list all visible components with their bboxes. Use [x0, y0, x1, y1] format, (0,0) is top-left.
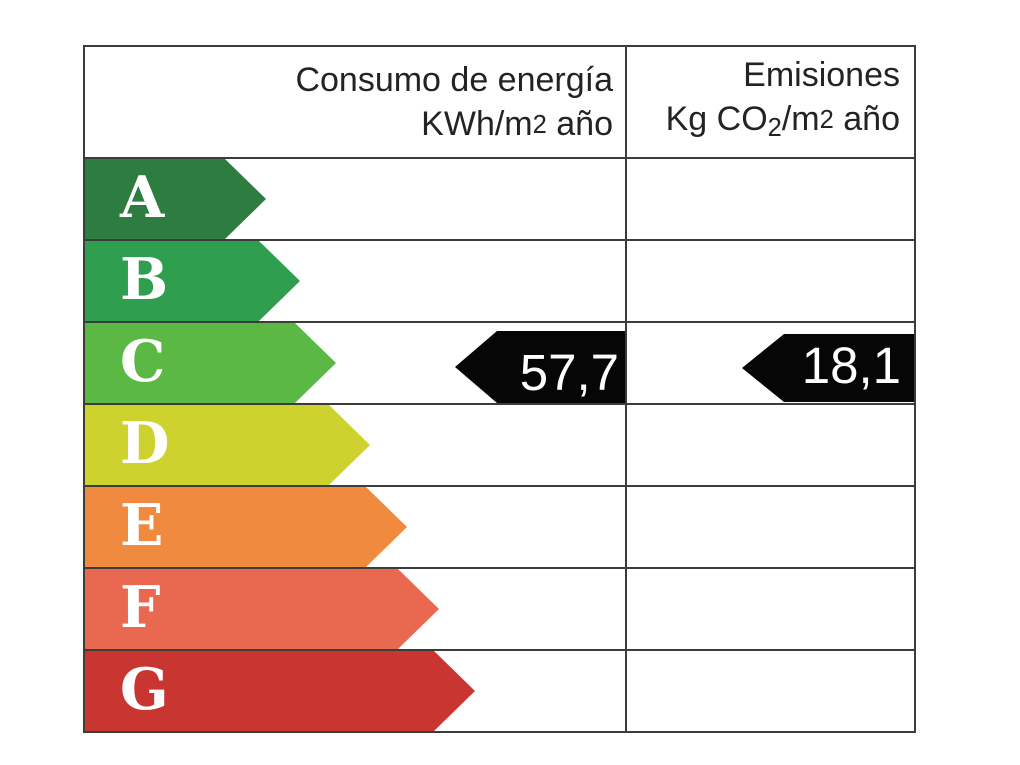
rating-row-a-emissions-cell — [627, 159, 914, 239]
rating-row-d-consumption-cell: D — [85, 405, 627, 485]
rating-arrow-a: A — [85, 159, 266, 239]
emissions-units-prefix: Kg CO — [665, 100, 768, 139]
rating-row-f-consumption-cell: F — [85, 569, 627, 649]
emissions-units-exponent: 2 — [819, 106, 834, 135]
rating-row-c: C 57,7 18,1 — [85, 321, 914, 403]
table-header: Consumo de energía KWh/m2 año Emisiones … — [85, 47, 914, 157]
consumption-header-title-text: Consumo de energía — [295, 60, 613, 99]
rating-letter-a: A — [120, 163, 165, 231]
consumption-value: 57,7 — [519, 343, 619, 401]
rating-row-f-emissions-cell — [627, 569, 914, 649]
rating-row-g: G — [85, 649, 914, 731]
rating-arrow-b: B — [85, 241, 300, 321]
emissions-header-cell: Emisiones Kg CO2/m2 año — [627, 47, 914, 157]
rating-letter-d: D — [120, 409, 170, 477]
rating-arrow-c: C — [85, 323, 336, 403]
rating-row-f: F — [85, 567, 914, 649]
consumption-units-exponent: 2 — [532, 110, 547, 139]
rating-row-e-emissions-cell — [627, 487, 914, 567]
consumption-header-units: KWh/m2 año — [85, 102, 613, 147]
rating-row-a: A — [85, 157, 914, 239]
rating-row-e: E — [85, 485, 914, 567]
rating-row-a-consumption-cell: A — [85, 159, 627, 239]
rating-row-g-consumption-cell: G — [85, 651, 627, 731]
rating-arrow-f: F — [85, 569, 439, 649]
consumption-units-prefix: KWh/m — [421, 104, 533, 143]
rating-row-b: B — [85, 239, 914, 321]
rating-row-b-consumption-cell: B — [85, 241, 627, 321]
emissions-value: 18,1 — [801, 336, 901, 394]
emissions-units-subscript: 2 — [767, 114, 782, 143]
rating-letter-b: B — [120, 245, 169, 313]
rating-row-d-emissions-cell — [627, 405, 914, 485]
rating-row-c-consumption-cell: C 57,7 — [85, 323, 627, 403]
rating-row-b-emissions-cell — [627, 241, 914, 321]
emissions-units-mid: /m — [781, 100, 820, 139]
energy-rating-table: Consumo de energía KWh/m2 año Emisiones … — [83, 45, 916, 733]
consumption-value-arrow: 57,7 — [455, 331, 625, 403]
rating-arrow-d: D — [85, 405, 370, 485]
emissions-units-suffix: año — [833, 100, 900, 139]
rating-row-e-consumption-cell: E — [85, 487, 627, 567]
rating-row-g-emissions-cell — [627, 651, 914, 731]
emissions-header-units: Kg CO2/m2 año — [627, 97, 900, 150]
consumption-header-title: Consumo de energía — [85, 58, 613, 102]
consumption-header-cell: Consumo de energía KWh/m2 año — [85, 47, 627, 157]
emissions-value-arrow: 18,1 — [742, 334, 914, 402]
rating-letter-f: F — [120, 573, 161, 641]
consumption-units-suffix: año — [546, 104, 613, 143]
rating-letter-e: E — [120, 491, 164, 559]
rating-letter-g: G — [120, 655, 169, 723]
rating-arrow-e: E — [85, 487, 407, 567]
emissions-header-title: Emisiones — [627, 53, 900, 97]
rating-row-d: D — [85, 403, 914, 485]
rating-letter-c: C — [120, 327, 166, 395]
rating-arrow-g: G — [85, 651, 475, 731]
emissions-header-title-text: Emisiones — [743, 56, 900, 95]
rating-row-c-emissions-cell: 18,1 — [627, 323, 914, 403]
